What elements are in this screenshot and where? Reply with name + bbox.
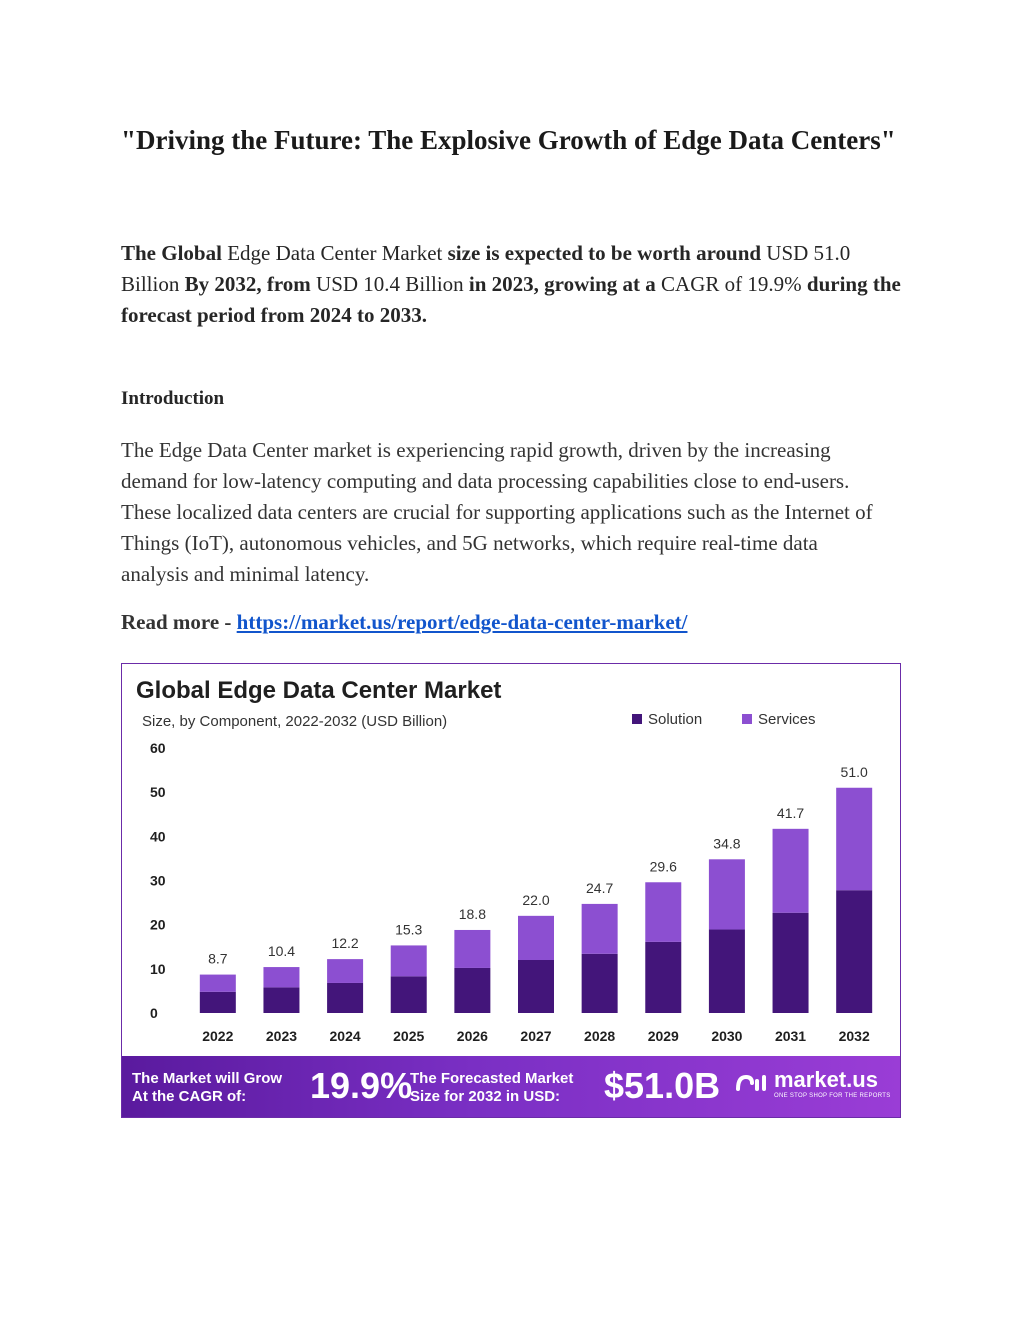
forecast-label-line-1: The Forecasted Market	[410, 1070, 574, 1087]
y-tick-label: 30	[150, 873, 166, 889]
total-label-2027: 22.0	[522, 892, 549, 908]
total-label-2028: 24.7	[586, 880, 613, 896]
y-axis: 0 10 20 30 40 50 60	[150, 740, 166, 1021]
bar-services-2022	[199, 974, 236, 992]
x-tick-label-2026: 2026	[457, 1028, 488, 1044]
market-us-logo-icon	[734, 1071, 768, 1097]
introduction-paragraph: The Edge Data Center market is experienc…	[121, 438, 873, 586]
chart-title: Global Edge Data Center Market	[136, 677, 501, 704]
y-tick-label: 50	[150, 784, 166, 800]
summary-part-4: USD 51.0 Billion	[121, 241, 851, 296]
forecast-label-line-2: Size for 2032 in USD:	[410, 1088, 561, 1105]
summary-part-3: size is expected to be worth around	[447, 241, 762, 265]
brand-name: market.us	[774, 1067, 878, 1092]
read-more: Read more - https://market.us/report/edg…	[121, 610, 687, 635]
summary-part-7: in 2023, growing at a	[468, 272, 656, 296]
x-tick-label-2027: 2027	[520, 1028, 551, 1044]
total-label-2023: 10.4	[268, 943, 295, 959]
cagr-label-line-1: The Market will Grow	[132, 1070, 283, 1087]
total-label-2024: 12.2	[331, 935, 358, 951]
x-tick-label-2023: 2023	[266, 1028, 297, 1044]
brand-logo: market.us ONE STOP SHOP FOR THE REPORTS	[734, 1068, 891, 1100]
y-tick-label: 40	[150, 828, 166, 844]
summary-part-1: The Global	[121, 241, 222, 265]
total-label-2032: 51.0	[841, 764, 868, 780]
cagr-label: The Market will Grow At the CAGR of:	[132, 1070, 282, 1106]
brand-tagline: ONE STOP SHOP FOR THE REPORTS	[774, 1093, 891, 1099]
document-title: "Driving the Future: The Explosive Growt…	[121, 125, 896, 155]
bar-services-2026	[454, 929, 491, 968]
y-tick-label: 0	[150, 1005, 158, 1021]
total-label-2022: 8.7	[208, 951, 228, 967]
summary-part-6: USD 10.4 Billion	[310, 272, 469, 296]
bar-solution-2031	[772, 912, 809, 1013]
introduction-heading: Introduction	[121, 388, 225, 409]
bar-services-2025	[390, 945, 427, 977]
total-label-2026: 18.8	[459, 906, 486, 922]
y-tick-label: 10	[150, 961, 166, 977]
x-tick-label-2024: 2024	[330, 1028, 361, 1044]
chart-subtitle: Size, by Component, 2022-2032 (USD Billi…	[142, 713, 447, 730]
bar-solution-2022	[199, 991, 236, 1013]
x-tick-label-2030: 2030	[711, 1028, 742, 1044]
bar-solution-2027	[518, 960, 554, 1013]
bar-solution-2023	[263, 987, 300, 1013]
total-label-2031: 41.7	[777, 805, 804, 821]
forecast-value: $51.0B	[604, 1065, 721, 1106]
legend-label-services: Services	[758, 711, 816, 728]
bar-chart: Global Edge Data Center Market Size, by …	[136, 677, 873, 1044]
bar-solution-2029	[645, 941, 682, 1013]
bar-solution-2025	[390, 976, 427, 1013]
summary-banner: The Market will Grow At the CAGR of: 19.…	[122, 1056, 900, 1117]
summary-part-5: By 2032, from	[184, 272, 311, 296]
bar-services-2028	[581, 903, 618, 954]
x-tick-label-2025: 2025	[393, 1028, 424, 1044]
x-tick-label-2031: 2031	[775, 1028, 806, 1044]
x-axis: 2022 2023 2024 2025 2026 2027 2028 2029 2030 2031…	[202, 1028, 870, 1044]
x-tick-label-2028: 2028	[584, 1028, 615, 1044]
cagr-label-line-2: At the CAGR of:	[132, 1088, 247, 1105]
bars	[199, 787, 873, 1013]
x-tick-label-2022: 2022	[202, 1028, 233, 1044]
summary-part-9: during the forecast period from 2024 to …	[121, 272, 901, 327]
total-label-2030: 34.8	[713, 835, 740, 851]
market-infographic: Global Edge Data Center Market Size, by …	[121, 663, 901, 1118]
x-tick-label-2029: 2029	[648, 1028, 679, 1044]
total-label-2029: 29.6	[650, 858, 677, 874]
chart-legend: Solution Services	[632, 711, 816, 728]
bar-solution-2024	[327, 982, 364, 1013]
y-tick-label: 20	[150, 917, 166, 933]
bar-services-2030	[708, 859, 745, 930]
bar-solution-2032	[836, 890, 873, 1013]
x-tick-label-2032: 2032	[839, 1028, 870, 1044]
y-tick-label: 60	[150, 740, 166, 756]
read-more-link[interactable]: https://market.us/report/edge-data-cente…	[236, 610, 688, 634]
bar-solution-2026	[454, 967, 491, 1013]
forecast-label: The Forecasted Market Size for 2032 in U…	[410, 1070, 573, 1106]
bar-solution-2028	[581, 953, 618, 1013]
bar-solution-2030	[708, 929, 745, 1013]
market-summary: The Global Edge Data Center Market size …	[121, 238, 911, 331]
summary-part-2: Edge Data Center Market	[221, 241, 448, 265]
total-label-2025: 15.3	[395, 921, 422, 937]
bar-services-2032	[836, 787, 873, 891]
legend-label-solution: Solution	[648, 711, 702, 728]
legend-swatch-services	[742, 714, 752, 724]
total-labels: 8.7 10.4 12.2 15.3 18.8 22.0 24.7 29.6 34.8 41.7 5…	[208, 764, 868, 967]
bar-services-2023	[263, 967, 300, 988]
bar-services-2029	[645, 882, 682, 942]
legend-swatch-solution	[632, 714, 642, 724]
bar-services-2031	[772, 828, 809, 913]
bar-services-2024	[327, 959, 364, 983]
cagr-value: 19.9%	[310, 1065, 413, 1106]
bar-services-2027	[518, 915, 554, 960]
summary-part-8: CAGR of 19.9%	[655, 272, 807, 296]
read-more-label: Read more -	[121, 610, 237, 634]
